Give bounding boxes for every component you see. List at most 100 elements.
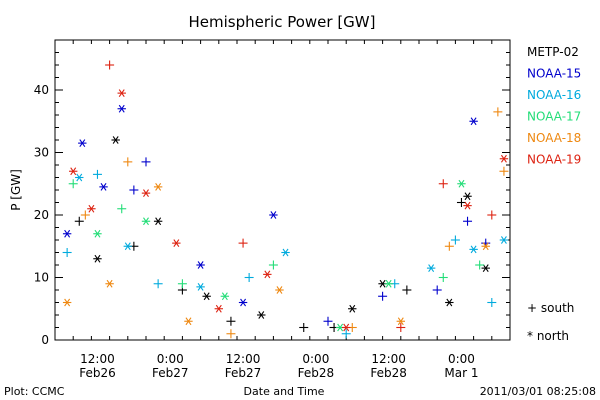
- data-point: [78, 139, 87, 148]
- data-point: [202, 292, 211, 301]
- data-point: [226, 316, 236, 326]
- legend-entry: METP-02: [527, 45, 579, 59]
- data-point: [499, 166, 509, 176]
- data-point: [487, 210, 497, 220]
- chart-title: Hemispheric Power [GW]: [189, 13, 376, 31]
- data-point: [463, 192, 472, 201]
- legend-entry: NOAA-18: [527, 131, 581, 145]
- x-tick-label: 12:00: [371, 352, 406, 366]
- marker-legend-entry: + south: [527, 301, 574, 315]
- data-point: [214, 304, 223, 313]
- data-point: [463, 201, 472, 210]
- data-point: [105, 60, 115, 70]
- data-point: [80, 210, 90, 220]
- data-points: [62, 60, 509, 339]
- data-point: [348, 304, 357, 313]
- data-point: [396, 323, 406, 332]
- data-point: [244, 273, 254, 282]
- data-point: [123, 242, 132, 251]
- legend-entry: NOAA-16: [527, 88, 581, 102]
- x-tick-label: 12:00: [226, 352, 261, 366]
- x-tick-date: Feb28: [298, 366, 335, 380]
- data-point: [402, 285, 412, 295]
- data-point: [75, 173, 84, 182]
- data-point: [93, 254, 102, 263]
- data-point: [177, 279, 187, 289]
- data-point: [481, 264, 490, 273]
- data-point: [475, 260, 485, 270]
- data-point: [257, 311, 266, 319]
- data-point: [93, 229, 102, 238]
- x-tick-date: Feb28: [370, 366, 407, 380]
- data-point: [384, 279, 393, 288]
- legend-entry: NOAA-19: [527, 153, 581, 167]
- data-point: [141, 157, 151, 167]
- data-point: [342, 323, 351, 332]
- plot-timestamp: 2011/03/01 08:25:08: [480, 385, 596, 398]
- data-point: [438, 179, 448, 189]
- y-tick-label: 10: [34, 271, 49, 285]
- data-point: [487, 298, 497, 307]
- data-point: [69, 167, 78, 176]
- data-point: [196, 282, 205, 291]
- data-point: [172, 239, 181, 248]
- legend-entry: NOAA-15: [527, 67, 581, 81]
- x-tick-label: 12:00: [80, 352, 115, 366]
- data-point: [117, 204, 127, 214]
- x-tick-label: 0:00: [448, 352, 475, 366]
- data-point: [62, 248, 72, 257]
- data-point: [269, 211, 278, 219]
- data-point: [481, 242, 490, 251]
- data-point: [92, 169, 102, 179]
- data-point: [275, 286, 284, 294]
- data-point: [323, 316, 333, 326]
- data-point: [281, 248, 290, 257]
- data-point: [463, 216, 473, 226]
- x-tick-date: Feb27: [225, 366, 262, 380]
- data-point: [141, 217, 151, 226]
- data-point: [226, 329, 236, 339]
- data-point: [469, 117, 478, 126]
- x-axis: 12:00Feb260:00Feb2712:00Feb270:00Feb2812…: [54, 40, 511, 380]
- data-point: [74, 216, 84, 226]
- data-point: [141, 189, 151, 198]
- data-point: [499, 236, 509, 244]
- data-point: [469, 245, 478, 254]
- x-tick-date: Feb26: [79, 366, 116, 380]
- data-point: [499, 154, 509, 163]
- data-point: [111, 136, 120, 144]
- data-point: [153, 279, 163, 289]
- plot-area: [54, 39, 511, 341]
- y-tick-label: 40: [34, 83, 49, 97]
- y-axis-label: P [GW]: [9, 169, 23, 211]
- data-point: [432, 285, 442, 295]
- marker-legend: + south * north: [527, 301, 574, 343]
- data-point: [123, 157, 133, 167]
- legend-entry: NOAA-17: [527, 110, 581, 124]
- data-point: [117, 89, 126, 98]
- y-tick-label: 0: [41, 333, 49, 347]
- data-point: [299, 323, 309, 332]
- data-point: [238, 298, 248, 307]
- data-point: [456, 198, 466, 207]
- data-point: [105, 279, 114, 288]
- data-point: [493, 107, 503, 117]
- data-point: [263, 270, 272, 279]
- legend: METP-02 NOAA-15 NOAA-16 NOAA-17 NOAA-18 NOAA-…: [527, 45, 581, 167]
- y-tick-label: 30: [34, 146, 49, 160]
- data-point: [341, 329, 351, 339]
- data-point: [99, 182, 108, 191]
- data-point: [184, 317, 193, 326]
- data-point: [445, 298, 454, 307]
- x-axis-label: Date and Time: [244, 385, 325, 398]
- data-point: [153, 182, 163, 191]
- x-tick-date: Feb27: [152, 366, 189, 380]
- x-tick-label: 0:00: [302, 352, 329, 366]
- data-point: [129, 185, 139, 195]
- x-tick-label: 0:00: [157, 352, 184, 366]
- data-point: [438, 273, 448, 282]
- data-point: [396, 317, 405, 326]
- data-point: [62, 298, 72, 307]
- data-point: [87, 204, 96, 213]
